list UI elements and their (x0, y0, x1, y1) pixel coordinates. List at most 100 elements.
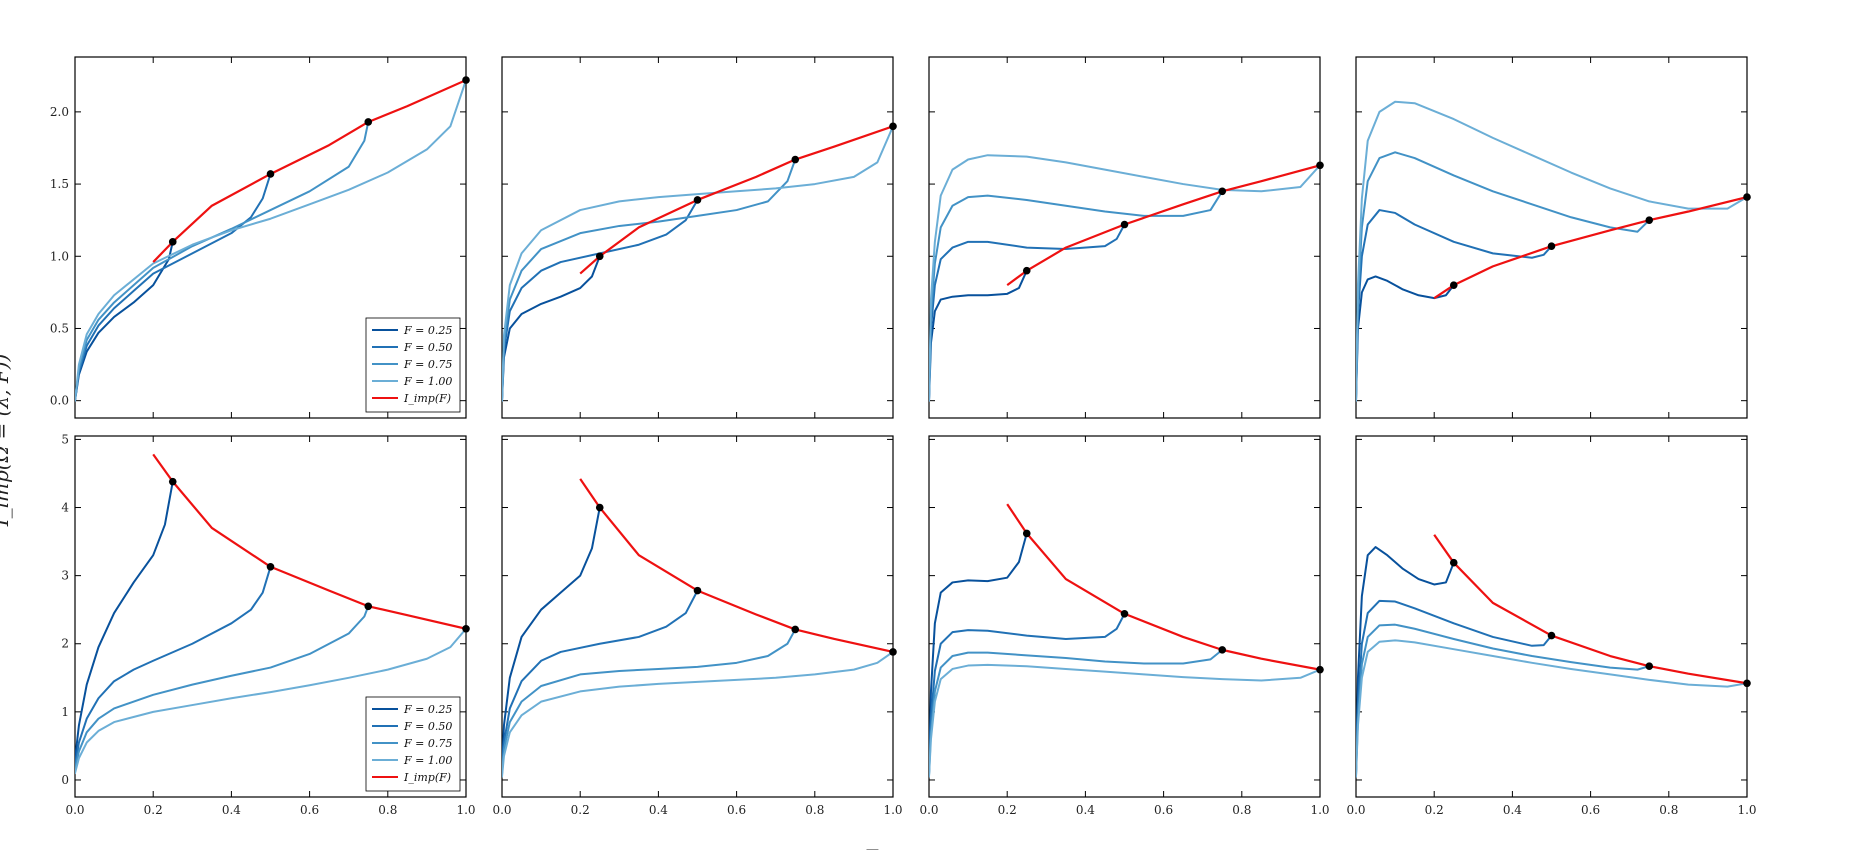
y-axis-label: I_imp(Ω = (λ, F)) (0, 354, 13, 528)
data-point (693, 586, 702, 595)
iimp-line (1006, 164, 1320, 287)
data-point (1547, 242, 1556, 250)
series-line-F-025 (75, 480, 174, 761)
series-line-F-075 (1356, 623, 1651, 777)
data-point (1022, 529, 1031, 538)
series-line-F-100 (1356, 639, 1747, 778)
data-point (1449, 558, 1458, 567)
iimp-line (1433, 534, 1747, 685)
y-tick-label: 0 (61, 773, 69, 787)
chart-panel-r0-c0: 0.00.51.01.52.0F = 0.25F = 0.50F = 0.75F… (50, 56, 470, 419)
data-point (1743, 679, 1751, 688)
y-tick-label: 2.0 (50, 105, 69, 119)
x-tick-label: 0.4 (222, 803, 241, 817)
legend-label: I_imp(F) (403, 771, 451, 784)
data-point (889, 648, 897, 656)
y-tick-label: 0.0 (50, 394, 69, 408)
y-tick-label: 0.5 (50, 321, 69, 335)
x-tick-label: 0.6 (300, 803, 319, 817)
series-line-F-100 (75, 79, 466, 402)
legend-label: I_imp(F) (403, 392, 451, 405)
chart-panel-r0-c3 (1355, 56, 1751, 419)
series-line-F-025 (502, 506, 601, 771)
series-line-F-075 (75, 605, 370, 771)
legend: F = 0.25 F = 0.50 F = 0.75 F = 1.00 I_imp(F) (365, 696, 461, 792)
data-point (364, 118, 373, 126)
chart-panel-r0-c2 (928, 56, 1324, 419)
x-tick-label: 0.4 (1503, 803, 1522, 817)
data-point (1120, 220, 1129, 229)
y-tick-label: 2 (61, 637, 69, 651)
x-tick-label: 0.8 (378, 803, 397, 817)
y-tick-label: 3 (61, 569, 69, 583)
chart-panel-r1-c0: 0 1 2 3 4 5 0.0 0.2 0.4 0.6 0.8 1.0 F = 0.25 F = 0.50… (61, 432, 475, 817)
data-point (168, 477, 177, 486)
series-line-F-050 (502, 198, 699, 402)
series-line-F-025 (502, 255, 601, 402)
series-line-F-075 (929, 648, 1224, 777)
x-tick-label: 0.6 (1154, 803, 1173, 817)
series-line-F-025 (929, 532, 1028, 775)
data-point (462, 76, 470, 84)
y-tick-label: 1 (61, 705, 69, 719)
series-line-F-100 (929, 663, 1320, 778)
series-line-F-025 (929, 269, 1028, 402)
data-point (1645, 662, 1654, 671)
series-line-F-025 (1356, 546, 1455, 775)
data-point (1316, 665, 1324, 674)
series-line-F-100 (502, 650, 893, 778)
chart-panel-r0-c1 (501, 56, 897, 419)
series-line-F-050 (502, 589, 699, 775)
x-tick-label: 0.0 (65, 803, 84, 817)
data-point (1120, 609, 1129, 618)
legend: F = 0.25 F = 0.50 F = 0.75 F = 1.00 I_imp(F) (365, 317, 461, 413)
x-tick-label: 1.0 (1737, 803, 1756, 817)
x-tick-label: 0.0 (1346, 803, 1365, 817)
data-point (1645, 216, 1654, 224)
series-line-F-050 (929, 612, 1126, 776)
data-point (1218, 646, 1227, 654)
x-tick-label: 0.8 (1659, 803, 1678, 817)
legend-box (365, 696, 461, 792)
series-line-F-100 (1356, 100, 1747, 402)
data-point (364, 602, 373, 611)
iimp-line (1006, 503, 1320, 671)
series-line-F-025 (1356, 275, 1455, 402)
data-point (595, 252, 604, 261)
x-tick-label: 0.8 (1232, 803, 1251, 817)
chart-panel-r1-c1: 0.0 0.2 0.4 0.6 0.8 1.0 (492, 435, 903, 817)
data-point (889, 122, 897, 131)
x-tick-label: 1.0 (456, 803, 475, 817)
series-line-F-050 (1356, 209, 1553, 402)
iimp-line (579, 478, 893, 653)
data-point (266, 562, 275, 571)
plot-frame (928, 56, 1321, 419)
plot-frame (501, 435, 894, 798)
legend-label: F = 1.00 (403, 375, 452, 388)
iimp-line (152, 79, 466, 263)
iimp-line (152, 453, 466, 630)
legend-label: F = 0.50 (403, 341, 452, 354)
data-point (168, 238, 177, 246)
chart-panel-r1-c2: 0.0 0.2 0.4 0.6 0.8 1.0 (919, 435, 1330, 817)
y-tick-label: 5 (61, 432, 69, 446)
x-tick-label: 0.2 (144, 803, 163, 817)
data-point (693, 196, 702, 204)
series-line-F-075 (75, 120, 370, 402)
x-tick-label: 0.2 (1425, 803, 1444, 817)
legend-label: F = 0.25 (403, 703, 452, 716)
data-point (1547, 631, 1556, 640)
series-line-F-075 (502, 628, 797, 776)
legend-label: F = 0.75 (403, 358, 452, 371)
series-line-F-100 (75, 627, 466, 775)
x-tick-label: 1.0 (1310, 803, 1329, 817)
x-tick-label: 0.2 (998, 803, 1017, 817)
iimp-line (1433, 196, 1747, 300)
data-point (1743, 193, 1751, 201)
x-tick-label: 0.8 (805, 803, 824, 817)
x-tick-label: 1.0 (883, 803, 902, 817)
data-point (791, 155, 800, 164)
chart-panel-r1-c3: 0.0 0.2 0.4 0.6 0.8 1.0 (1346, 435, 1757, 817)
data-point (1449, 281, 1458, 289)
